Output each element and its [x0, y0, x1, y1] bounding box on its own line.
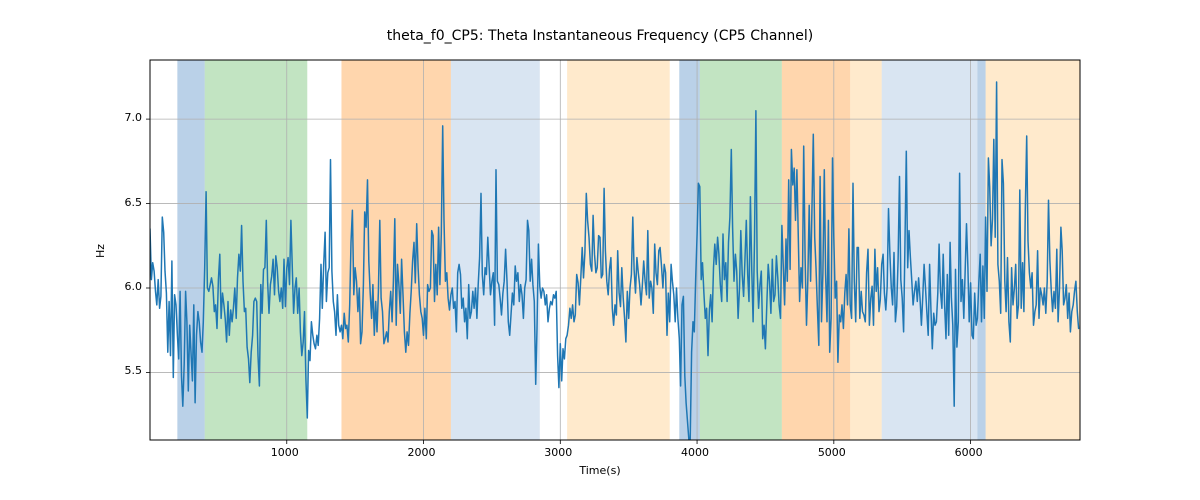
span-region: [977, 60, 985, 440]
y-tick-label: 6.5: [125, 196, 143, 209]
y-tick-label: 5.5: [125, 364, 143, 377]
x-tick-label: 4000: [681, 446, 709, 459]
span-region: [882, 60, 978, 440]
x-tick-label: 5000: [818, 446, 846, 459]
x-tick-label: 2000: [408, 446, 436, 459]
span-region: [782, 60, 850, 440]
x-tick-label: 1000: [271, 446, 299, 459]
span-region: [986, 60, 1080, 440]
span-region: [341, 60, 450, 440]
background-spans: [177, 60, 1080, 440]
x-tick-label: 6000: [955, 446, 983, 459]
x-tick-label: 3000: [544, 446, 572, 459]
chart-svg: [0, 0, 1200, 500]
y-tick-label: 6.0: [125, 280, 143, 293]
chart-container: theta_f0_CP5: Theta Instantaneous Freque…: [0, 0, 1200, 500]
y-tick-label: 7.0: [125, 111, 143, 124]
span-region: [850, 60, 881, 440]
